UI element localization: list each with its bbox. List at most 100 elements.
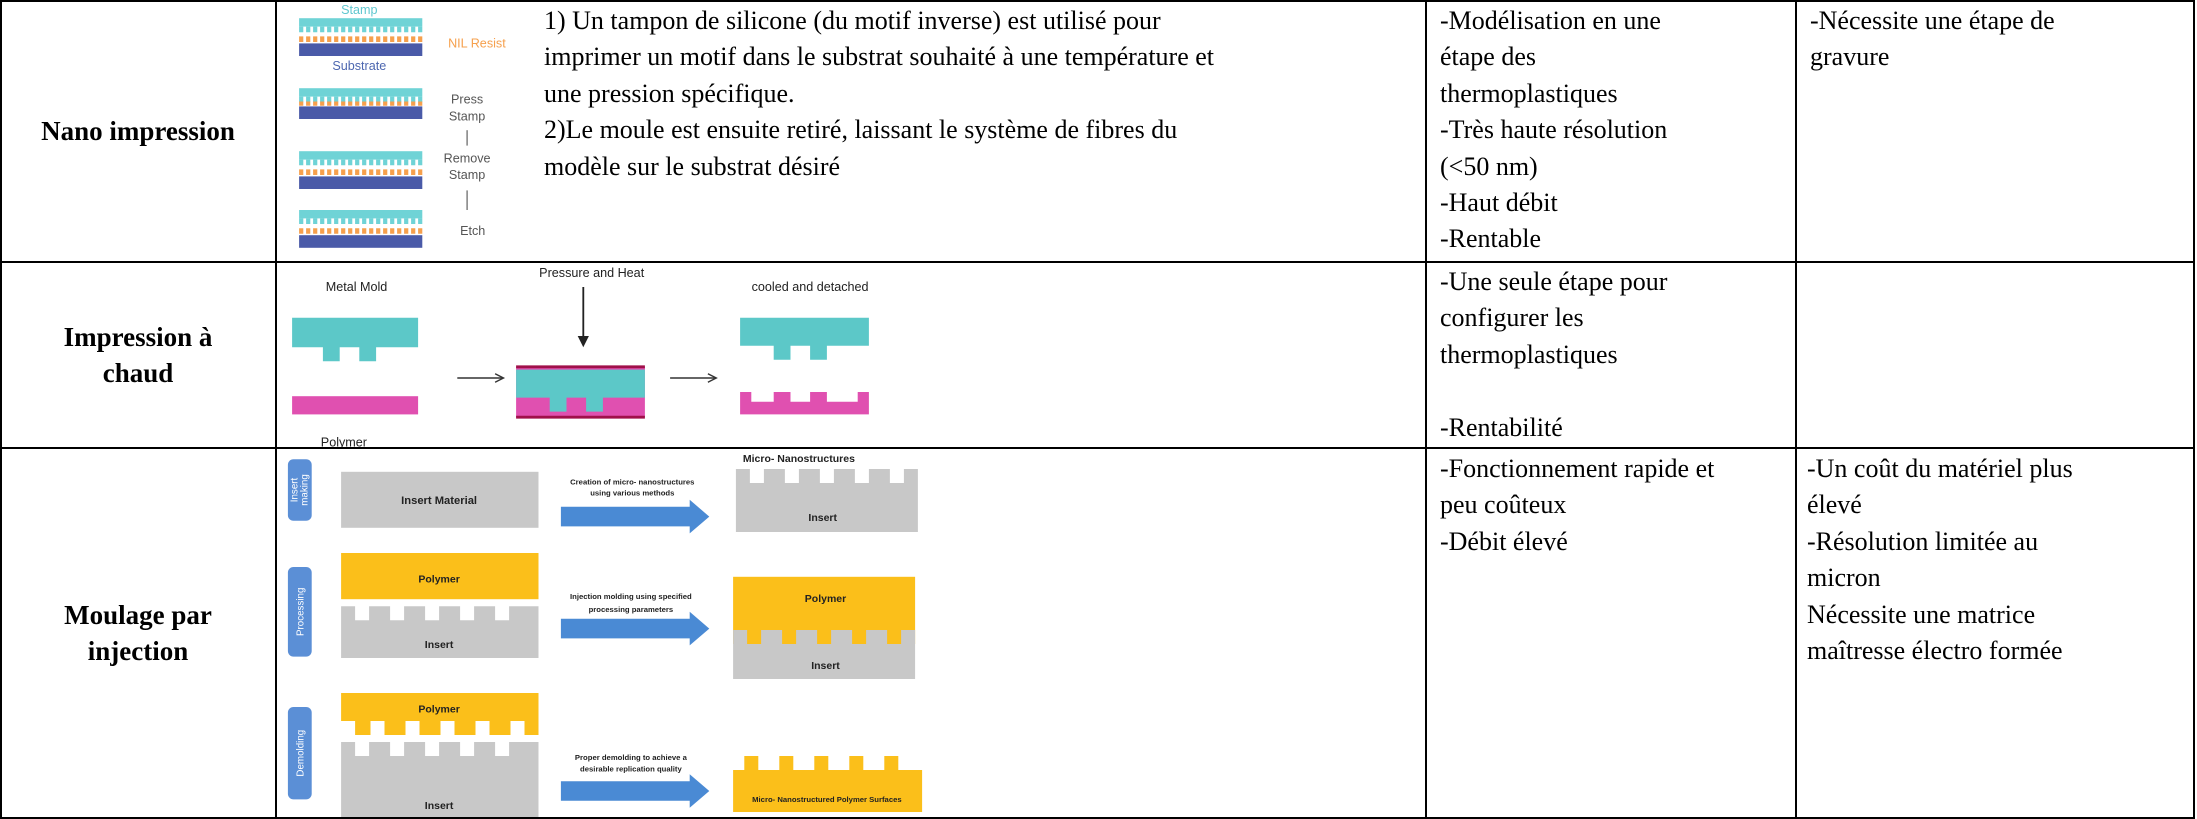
mold (740, 317, 869, 360)
figure-label: Injection molding using specified (570, 592, 692, 601)
polymer (341, 553, 539, 600)
border (1795, 0, 1797, 819)
text-line: -Débit élevé (1440, 526, 1568, 556)
figure-label: Micro- Nanostructured Polymer Surfaces (752, 795, 902, 804)
insert (733, 630, 916, 679)
figure-label: Polymer (418, 704, 459, 716)
figure-label: Insert (425, 639, 454, 651)
advantages: -Fonctionnement rapide et peu coûteux -Déb… (1440, 451, 1714, 560)
figure-label: processing parameters (589, 605, 674, 614)
figure-label: using various methods (590, 489, 674, 498)
figure-label: Polymer (805, 593, 846, 605)
text-line: peu coûteux (1440, 490, 1567, 520)
stamp (299, 88, 423, 97)
stamp (299, 151, 423, 160)
figure-label: Stamp (341, 3, 377, 17)
advantages: -Modélisation en une étape des thermoplast… (1440, 3, 1667, 258)
text-line: micron (1807, 563, 1881, 593)
text-line: une pression spécifique. (544, 78, 795, 108)
figure-label: Remove (444, 151, 491, 165)
text-line: -Modélisation en une (1440, 6, 1661, 35)
figure-label: Press (451, 93, 483, 107)
text-line: Nécessite une matrice (1807, 599, 2036, 629)
figure-label: Stamp (449, 109, 485, 123)
arrow-head (707, 373, 718, 383)
text-line: maîtresse électro formée (1807, 636, 2063, 666)
border (275, 0, 277, 819)
text-line: -Fonctionnement rapide et (1440, 454, 1715, 483)
figure-label: Stamp (449, 168, 485, 182)
mold (292, 317, 419, 362)
polymer (733, 576, 916, 644)
text-line: -Rentabilité (1440, 412, 1563, 442)
polymer (733, 756, 923, 812)
injection-figure: Insert making Insert Material Creation o… (287, 453, 923, 819)
figure-label: Etch (460, 224, 485, 238)
text-line: -Rentable (1440, 224, 1542, 254)
figure-label: Pressure and Heat (539, 266, 645, 280)
border (0, 817, 2195, 819)
text-line: Moulage par (64, 600, 212, 630)
substrate (299, 106, 423, 119)
figure-label: Micro- Nanostructures (743, 453, 855, 465)
substrate (299, 176, 423, 189)
text-line: gravure (1810, 42, 1890, 72)
polymer (740, 392, 869, 415)
substrate (299, 235, 423, 248)
insert (735, 469, 918, 532)
step-box (287, 459, 312, 521)
figure-label: Insert Material (401, 495, 477, 507)
insert (341, 742, 539, 819)
text-line: 2)Le moule est ensuite retiré, laissant … (544, 115, 1178, 145)
border (0, 447, 2195, 449)
figure-label: desirable replication quality (580, 764, 682, 773)
method: Nano impression (0, 0, 276, 262)
arrow-head (577, 336, 589, 348)
step-box (287, 707, 312, 800)
text-line: injection (87, 636, 189, 666)
text-line: -Résolution limitée au (1807, 526, 2039, 556)
polymer (292, 396, 419, 415)
figure-label: Polymer (321, 436, 367, 450)
insert (341, 471, 539, 528)
figure-label: Insert (290, 477, 301, 502)
border (0, 261, 2195, 263)
figure-label: Demolding (295, 730, 306, 777)
mold (516, 369, 645, 412)
figure-label: making (300, 474, 311, 506)
text-line: -Une seule étape pour (1440, 267, 1668, 296)
text-line: thermoplastiques (1440, 78, 1618, 108)
method: Moulage par injection (0, 448, 276, 818)
text-line: (<50 nm) (1440, 151, 1538, 181)
text-line: 1) Un tampon de silicone (du motif inver… (544, 6, 1161, 35)
border (0, 0, 2, 819)
arrow-head (494, 373, 506, 383)
text-line: thermoplastiques (1440, 339, 1618, 369)
figure-label: Processing (295, 588, 306, 636)
advantages: -Une seule étape pour configurer les therm… (1440, 264, 1667, 446)
arrow (560, 499, 710, 534)
figure-label: Insert (425, 800, 454, 812)
border (2193, 0, 2195, 819)
text-line: Impression à (63, 322, 213, 352)
text-line: modèle sur le substrat désiré (544, 151, 841, 181)
figure-label: Creation of micro- nanostructures (570, 477, 694, 486)
substrate (299, 43, 423, 56)
insert (341, 606, 539, 658)
figure-label: Polymer (418, 573, 459, 585)
figure-label: NIL Resist (448, 37, 506, 51)
hot-embossing-figure: Metal Mold Polymer Pressure and Heat coo… (292, 266, 869, 450)
stamp (299, 18, 423, 27)
text-line: chaud (102, 358, 174, 388)
figure-label: cooled and detached (752, 280, 869, 294)
text-line: -Un coût du matériel plus (1807, 454, 2073, 483)
figure-label: Insert (808, 512, 837, 524)
border (1425, 0, 1427, 819)
nanoimprint-figure: Stamp NIL Resist Substrate Press Stamp R… (299, 3, 506, 248)
figure-label: Metal Mold (326, 280, 388, 294)
polymer (341, 693, 539, 735)
step-box (287, 567, 312, 657)
method: Impression à chaud (0, 262, 276, 448)
stamp (299, 210, 423, 219)
